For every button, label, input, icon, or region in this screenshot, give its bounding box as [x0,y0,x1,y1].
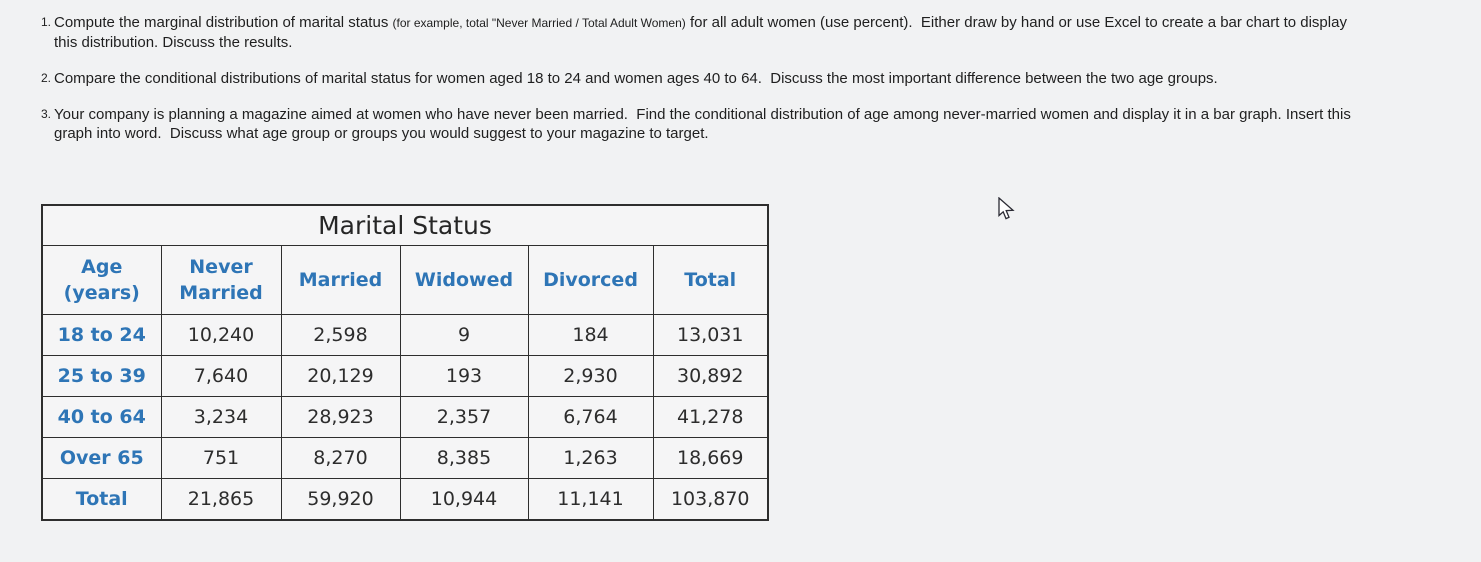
table-cell: 9 [399,314,529,356]
question-1-parenthetical: (for example, total "Never Married / Tot… [392,16,686,30]
question-3-text: Your company is planning a magazine aime… [54,105,1351,143]
question-1-line1-post: for all adult women (use percent). Eithe… [685,14,1347,31]
table-cell: 2,598 [280,314,401,356]
table-cell: 3,234 [160,396,282,438]
question-3-line2: graph into word. Discuss what age group … [54,125,709,142]
question-list: 1. Compute the marginal distribution of … [38,13,1351,160]
column-header-total: Total [652,245,769,315]
table-title-row: Marital Status [41,204,769,246]
table-cell: 751 [160,437,282,479]
mouse-cursor-icon [998,197,1015,220]
table-cell: 8,270 [280,437,401,479]
row-label: 40 to 64 [41,396,162,438]
table-cell: 21,865 [160,478,282,520]
table-cell: 30,892 [652,355,769,397]
table-cell: 10,240 [160,314,282,356]
table-title: Marital Status [41,204,769,246]
table-header-row: Age (years) Never Married Married Widowed … [41,245,769,315]
table-cell: 184 [527,314,654,356]
table-cell: 18,669 [652,437,769,479]
question-2-number: 2. [40,71,51,85]
table-cell: 10,944 [399,478,529,520]
column-header-widowed: Widowed [399,245,529,315]
table-cell: 13,031 [652,314,769,356]
row-label: Over 65 [41,437,162,479]
table-cell: 2,930 [527,355,654,397]
question-1-line2: this distribution. Discuss the results. [54,34,293,51]
table-cell: 6,764 [527,396,654,438]
table-cell: 1,263 [527,437,654,479]
table-cell: 11,141 [527,478,654,520]
table-cell: 20,129 [280,355,401,397]
column-header-age: Age (years) [41,245,162,315]
column-header-divorced: Divorced [527,245,654,315]
question-1-number: 1. [40,15,51,29]
table-cell: 7,640 [160,355,282,397]
table-row-25-39: 25 to 39 7,640 20,129 193 2,930 30,892 [41,355,769,397]
table-cell: 59,920 [280,478,401,520]
marital-status-table: Marital Status Age (years) Never Married M… [41,204,769,521]
table-row-total: Total 21,865 59,920 10,944 11,141 103,87… [41,478,769,520]
table-cell: 8,385 [399,437,529,479]
row-label: 25 to 39 [41,355,162,397]
table-cell: 28,923 [280,396,401,438]
column-header-married: Married [280,245,401,315]
question-2: 2. Compare the conditional distributions… [38,69,1351,88]
row-label: 18 to 24 [41,314,162,356]
table-cell: 41,278 [652,396,769,438]
row-label: Total [41,478,162,520]
question-1-text: Compute the marginal distribution of mar… [54,13,1347,52]
question-2-line1: Compare the conditional distributions of… [54,70,1218,87]
table-cell: 2,357 [399,396,529,438]
question-2-text: Compare the conditional distributions of… [54,69,1218,88]
column-header-never-married: Never Married [160,245,282,315]
question-3: 3. Your company is planning a magazine a… [38,105,1351,143]
table-cell: 103,870 [652,478,769,520]
question-1-line1-pre: Compute the marginal distribution of mar… [54,14,393,31]
table-row-40-64: 40 to 64 3,234 28,923 2,357 6,764 41,278 [41,396,769,438]
question-3-number: 3. [40,107,51,121]
table-cell: 193 [399,355,529,397]
table-row-18-24: 18 to 24 10,240 2,598 9 184 13,031 [41,314,769,356]
table-row-over-65: Over 65 751 8,270 8,385 1,263 18,669 [41,437,769,479]
question-3-line1: Your company is planning a magazine aime… [54,106,1351,123]
question-1: 1. Compute the marginal distribution of … [38,13,1351,52]
